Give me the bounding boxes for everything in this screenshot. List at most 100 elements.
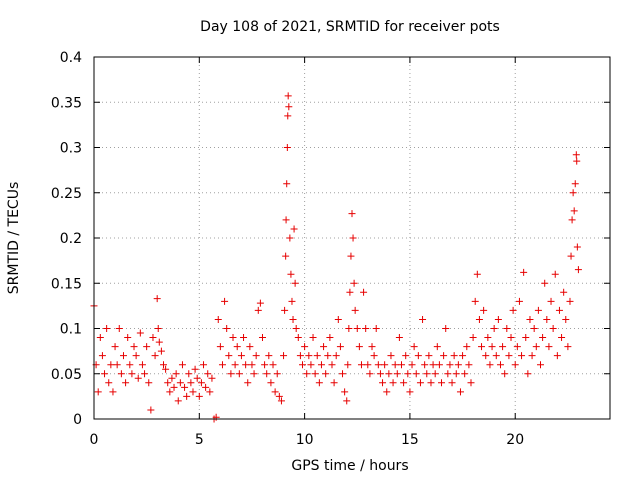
data-point: [111, 343, 119, 351]
data-point: [174, 397, 182, 405]
data-point: [233, 343, 241, 351]
data-point: [513, 343, 521, 351]
data-point: [562, 315, 570, 323]
data-point: [254, 306, 262, 314]
data-point: [288, 297, 296, 305]
data-point: [351, 306, 359, 314]
data-point: [162, 365, 170, 373]
x-axis: 0 5 10 15 20: [90, 57, 524, 448]
data-point: [566, 297, 574, 305]
data-point: [282, 252, 290, 260]
data-point: [143, 343, 151, 351]
data-point: [524, 370, 532, 378]
data-point: [168, 374, 176, 382]
data-point: [511, 361, 519, 369]
data-point: [400, 379, 408, 387]
data-point: [503, 325, 511, 332]
data-point: [362, 325, 370, 332]
data-point: [482, 352, 490, 360]
data-point: [187, 379, 195, 387]
data-point: [119, 352, 127, 360]
data-point: [189, 388, 197, 396]
data-point: [374, 361, 382, 369]
data-point: [134, 374, 142, 382]
data-point: [404, 370, 412, 378]
data-point: [252, 352, 260, 360]
data-point: [101, 370, 109, 378]
data-point: [128, 370, 136, 378]
y-tick-label: 0.05: [51, 367, 82, 383]
data-point: [166, 388, 174, 396]
data-point: [315, 379, 323, 387]
data-point: [412, 370, 420, 378]
data-point: [473, 270, 481, 278]
y-axis: 0 0.05 0.1 0.15 0.2 0.25 0.3 0.35 0.4: [51, 50, 610, 428]
data-point: [299, 361, 307, 369]
data-point: [383, 388, 391, 396]
data-point: [515, 297, 523, 305]
data-point: [263, 370, 271, 378]
data-point: [265, 352, 273, 360]
data-point: [343, 397, 351, 405]
data-point: [456, 388, 464, 396]
data-point: [284, 92, 292, 100]
data-point: [528, 352, 536, 360]
data-point: [271, 388, 279, 396]
data-point: [520, 268, 528, 276]
data-point: [136, 329, 144, 337]
data-point: [240, 334, 248, 342]
data-point: [567, 252, 575, 260]
data-point: [389, 379, 397, 387]
data-point: [305, 352, 313, 360]
data-point: [320, 343, 328, 351]
data-point: [355, 343, 363, 351]
data-point: [564, 343, 572, 351]
data-point: [280, 352, 288, 360]
data-point: [573, 243, 581, 251]
data-point: [227, 370, 235, 378]
data-point: [421, 361, 429, 369]
data-point: [433, 343, 441, 351]
data-point: [202, 383, 210, 391]
data-point: [322, 370, 330, 378]
data-point: [195, 392, 203, 400]
data-point: [381, 361, 389, 369]
data-point: [419, 315, 427, 323]
data-point: [229, 334, 237, 342]
data-point: [289, 315, 297, 323]
data-point: [155, 338, 163, 346]
data-point: [286, 234, 294, 242]
data-point: [427, 379, 435, 387]
y-tick-label: 0.2: [60, 231, 82, 247]
data-point: [96, 334, 104, 342]
data-point: [290, 225, 298, 233]
data-point: [463, 343, 471, 351]
data-point: [250, 370, 258, 378]
data-point: [197, 379, 205, 387]
data-point: [459, 352, 467, 360]
data-point: [277, 397, 285, 405]
data-point: [431, 370, 439, 378]
data-point: [341, 388, 349, 396]
data-point: [349, 234, 357, 242]
data-point: [406, 388, 414, 396]
data-point: [328, 361, 336, 369]
data-point: [98, 352, 106, 360]
data-point: [402, 352, 410, 360]
data-point: [395, 334, 403, 342]
data-point: [324, 352, 332, 360]
data-point: [225, 352, 233, 360]
data-point: [379, 379, 387, 387]
x-tick-label: 5: [195, 432, 204, 448]
data-point: [408, 361, 416, 369]
data-point: [558, 334, 566, 342]
data-point: [246, 343, 254, 351]
data-point: [334, 315, 342, 323]
data-point: [539, 334, 547, 342]
data-point: [103, 325, 111, 332]
data-point: [285, 103, 293, 111]
data-point: [490, 325, 498, 332]
data-point: [214, 315, 222, 323]
data-point: [534, 306, 542, 314]
data-point: [391, 361, 399, 369]
